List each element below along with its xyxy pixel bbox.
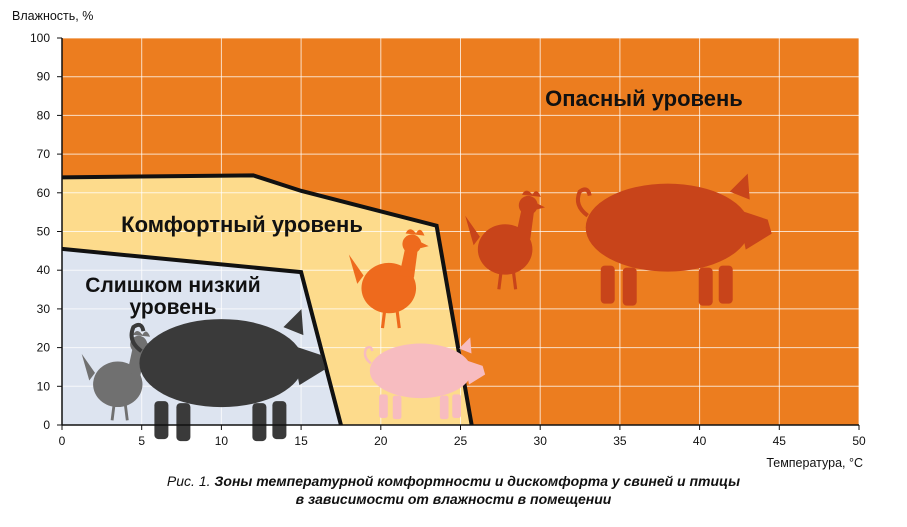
y-tick-label: 80: [37, 108, 51, 122]
y-tick-label: 70: [37, 147, 51, 161]
x-tick-label: 15: [294, 434, 308, 448]
y-tick-label: 90: [37, 70, 51, 84]
x-tick-label: 25: [454, 434, 468, 448]
y-tick-label: 100: [30, 31, 50, 45]
caption-line-1: Зоны температурной комфортности и диском…: [214, 473, 741, 489]
figure-caption: Рис. 1. Зоны температурной комфортности …: [0, 472, 907, 508]
pig-danger-icon: [575, 173, 772, 306]
y-tick-label: 10: [37, 379, 51, 393]
chicken-comfort-icon: [348, 229, 429, 329]
x-tick-label: 40: [693, 434, 707, 448]
x-tick-label: 35: [613, 434, 627, 448]
x-tick-label: 20: [374, 434, 388, 448]
caption-figure-label: Рис. 1.: [166, 473, 211, 489]
x-tick-label: 50: [852, 434, 866, 448]
x-tick-label: 5: [138, 434, 145, 448]
y-tick-label: 20: [37, 341, 51, 355]
boundary-comfort: [61, 173, 474, 426]
icons-layer: [81, 173, 772, 442]
zone-label-too-low-line-2: уровень: [130, 296, 217, 319]
y-tick-label: 40: [37, 263, 51, 277]
boundary-layer: [61, 173, 474, 426]
y-axis-title: Влажность, %: [12, 9, 93, 23]
x-tick-label: 10: [215, 434, 229, 448]
zone-label-too-low-line-1: Слишком низкий: [85, 274, 260, 297]
zone-label-comfort: Комфортный уровень: [121, 212, 363, 237]
x-axis-title: Температура, °С: [766, 456, 863, 470]
y-tick-label: 0: [43, 418, 50, 432]
boundary-too-low: [61, 246, 343, 426]
y-tick-label: 50: [37, 225, 51, 239]
chicken-danger-icon: [465, 190, 546, 290]
pig-comfort-icon: [363, 337, 486, 420]
caption-line-2: в зависимости от влажности в помещении: [295, 491, 612, 507]
y-tick-label: 60: [37, 186, 51, 200]
x-tick-label: 30: [534, 434, 548, 448]
y-tick-label: 30: [37, 302, 51, 316]
axes-layer: 0 10 20 30 40 50 60 70 80 90 100 0 5 10 15 20 25 30 35 40 45…: [30, 31, 866, 448]
pig-low-icon: [129, 309, 326, 442]
x-tick-label: 45: [773, 434, 787, 448]
labels-layer: Опасный уровень Комфортный уровень Слишком…: [85, 86, 743, 319]
x-tick-label: 0: [59, 434, 66, 448]
zone-label-danger: Опасный уровень: [545, 86, 743, 111]
